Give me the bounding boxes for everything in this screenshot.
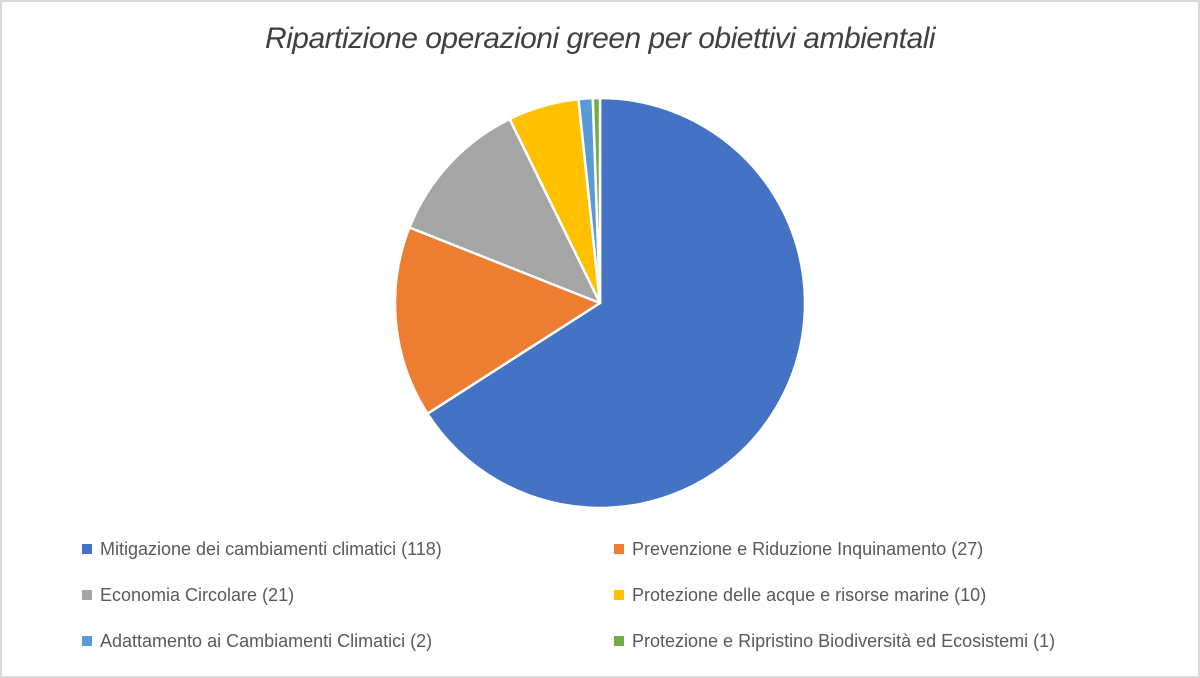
legend-marker-icon	[82, 636, 92, 646]
legend-item-protezione-acque[interactable]: Protezione delle acque e risorse marine …	[614, 585, 1162, 605]
legend-item-adattamento[interactable]: Adattamento ai Cambiamenti Climatici (2)	[82, 631, 614, 651]
legend-label: Mitigazione dei cambiamenti climatici (1…	[100, 539, 442, 559]
legend-marker-icon	[614, 544, 624, 554]
legend-marker-icon	[614, 590, 624, 600]
legend-item-mitigazione[interactable]: Mitigazione dei cambiamenti climatici (1…	[82, 539, 614, 559]
legend-item-prevenzione[interactable]: Prevenzione e Riduzione Inquinamento (27…	[614, 539, 1162, 559]
pie-slice-5[interactable]	[591, 96, 602, 305]
pie-slice-0[interactable]	[426, 96, 807, 510]
legend-marker-icon	[614, 636, 624, 646]
legend-label: Adattamento ai Cambiamenti Climatici (2)	[100, 631, 433, 651]
chart-title: Ripartizione operazioni green per obiett…	[264, 22, 936, 55]
legend-item-biodiversita[interactable]: Protezione e Ripristino Biodiversità ed …	[614, 631, 1162, 651]
legend-label: Prevenzione e Riduzione Inquinamento (27…	[632, 539, 984, 559]
legend-label: Protezione delle acque e risorse marine …	[632, 585, 987, 605]
pie-slice-2[interactable]	[408, 117, 602, 305]
legend-label: Economia Circolare (21)	[100, 585, 295, 605]
legend-label: Protezione e Ripristino Biodiversità ed …	[632, 631, 1056, 651]
legend-marker-icon	[82, 544, 92, 554]
legend-item-economia[interactable]: Economia Circolare (21)	[82, 585, 614, 605]
pie-chart[interactable]	[390, 93, 810, 513]
pie-slice-1[interactable]	[393, 226, 602, 415]
legend: Mitigazione dei cambiamenti climatici (1…	[82, 539, 1162, 651]
legend-marker-icon	[82, 590, 92, 600]
